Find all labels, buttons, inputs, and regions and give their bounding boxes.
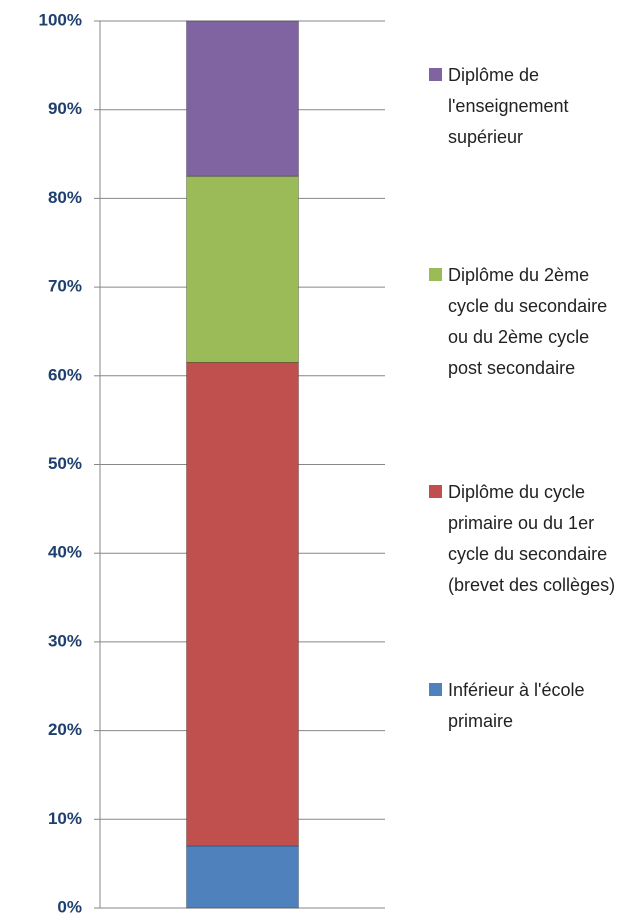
- legend-label: Diplôme du 2ème cycle du secondaire ou d…: [448, 264, 608, 378]
- bar-segment: [186, 361, 299, 847]
- legend-label: Diplôme de l'enseignement supérieur: [448, 64, 569, 147]
- y-tick-label: 90%: [48, 99, 82, 118]
- legend-swatch: [429, 268, 442, 281]
- y-tick-label: 50%: [48, 454, 82, 473]
- y-tick-label: 0%: [57, 897, 82, 916]
- bar-segment: [186, 845, 299, 909]
- y-tick-label: 10%: [48, 809, 82, 828]
- legend-swatch: [429, 485, 442, 498]
- y-tick-label: 40%: [48, 543, 82, 562]
- y-tick-label: 30%: [48, 631, 82, 650]
- y-tick-label: 70%: [48, 277, 82, 296]
- legend-label: Inférieur à l'école primaire: [448, 679, 585, 731]
- y-tick-label: 100%: [39, 10, 82, 29]
- bar-segment: [186, 20, 299, 177]
- bar-segment: [186, 175, 299, 363]
- legend-swatch: [429, 683, 442, 696]
- y-tick-label: 20%: [48, 720, 82, 739]
- y-tick-label: 80%: [48, 188, 82, 207]
- legend-label: Diplôme du cycle primaire ou du 1er cycl…: [448, 481, 616, 595]
- y-tick-label: 60%: [48, 365, 82, 384]
- legend-swatch: [429, 68, 442, 81]
